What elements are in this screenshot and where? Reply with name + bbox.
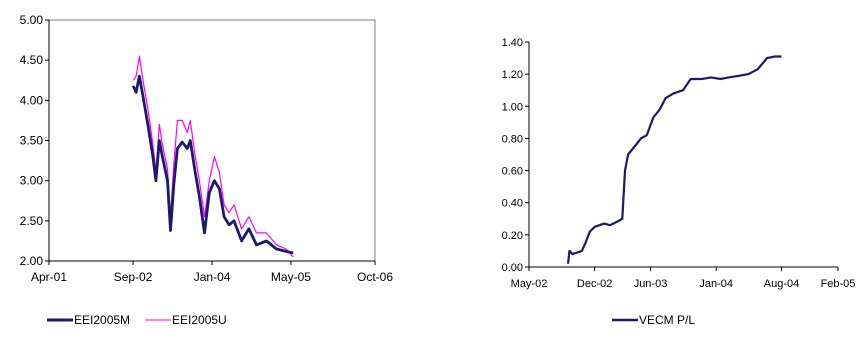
series-line-eei2005u [132,55,294,258]
series-line-eei2005m [131,74,294,255]
left-x-tick-label: Jan-04 [194,270,231,284]
left-chart: 2.00 2.50 3.00 3.50 4.00 4.50 5.00 Apr-01 Sep-0… [20,13,394,327]
left-y-tick-label: 5.00 [20,13,44,27]
right-x-tick-label: Aug-04 [764,278,799,290]
right-y-tick-label: 1.20 [502,69,523,81]
right-y-tick-label: 0.80 [502,133,523,145]
right-y-tick-label: 0.60 [502,166,523,178]
left-plot-area [48,19,376,262]
left-y-tick-label: 4.50 [20,53,44,67]
right-chart: 0.00 0.20 0.40 0.60 0.80 1.00 1.20 1.40 May-02 D… [502,37,856,327]
right-x-tick-label: Jun-03 [634,278,668,290]
right-y-tick-label: 0.20 [502,230,523,242]
legend-label-eei2005u: EEI2005U [172,313,227,327]
left-legend: EEI2005M EEI2005U [47,313,227,327]
left-y-tick-label: 2.00 [20,254,44,268]
left-x-tick-label: Apr-01 [31,270,67,284]
left-x-tick-label: Sep-02 [114,270,153,284]
right-x-tick-label: Jan-04 [699,278,733,290]
right-x-tick-label: May-02 [511,278,548,290]
left-y-tick-label: 2.50 [20,214,44,228]
right-x-tick-label: Dec-02 [577,278,612,290]
left-y-tick-label: 3.00 [20,174,44,188]
left-x-tick-label: May-05 [271,270,311,284]
left-y-tick-label: 3.50 [20,134,44,148]
left-y-tick-label: 4.00 [20,93,44,107]
right-y-tick-label: 0.40 [502,198,523,210]
left-x-tick-label: Oct-06 [357,270,393,284]
right-y-tick-label: 0.00 [502,262,523,274]
right-legend: VECM P/L [612,313,695,327]
series-line-vecm-p-l [566,55,782,264]
right-x-tick-label: Feb-05 [821,278,856,290]
legend-label-vecm: VECM P/L [639,313,695,327]
right-y-tick-label: 1.40 [502,37,523,49]
right-y-tick-label: 1.00 [502,101,523,113]
legend-label-eei2005m: EEI2005M [74,313,130,327]
